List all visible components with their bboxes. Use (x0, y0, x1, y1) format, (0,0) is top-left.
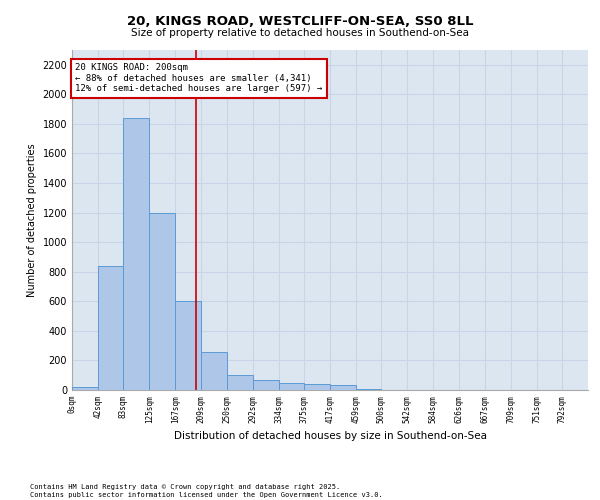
Bar (149, 212, 175, 390)
Bar (278, 382, 304, 390)
Bar (304, 384, 330, 390)
Bar (72, 387, 98, 390)
Bar (175, 302, 202, 390)
Bar (330, 385, 356, 390)
X-axis label: Distribution of detached houses by size in Southend-on-Sea: Distribution of detached houses by size … (173, 431, 487, 441)
Bar (227, 375, 253, 390)
Text: 20 KINGS ROAD: 200sqm
← 88% of detached houses are smaller (4,341)
12% of semi-d: 20 KINGS ROAD: 200sqm ← 88% of detached … (75, 64, 322, 93)
Bar (124, 118, 149, 390)
Bar (253, 380, 278, 390)
Text: 20, KINGS ROAD, WESTCLIFF-ON-SEA, SS0 8LL: 20, KINGS ROAD, WESTCLIFF-ON-SEA, SS0 8L… (127, 15, 473, 28)
Text: Size of property relative to detached houses in Southend-on-Sea: Size of property relative to detached ho… (131, 28, 469, 38)
Bar (98, 266, 124, 390)
Y-axis label: Number of detached properties: Number of detached properties (27, 143, 37, 297)
Bar (202, 352, 227, 390)
Text: Contains HM Land Registry data © Crown copyright and database right 2025.
Contai: Contains HM Land Registry data © Crown c… (30, 484, 383, 498)
